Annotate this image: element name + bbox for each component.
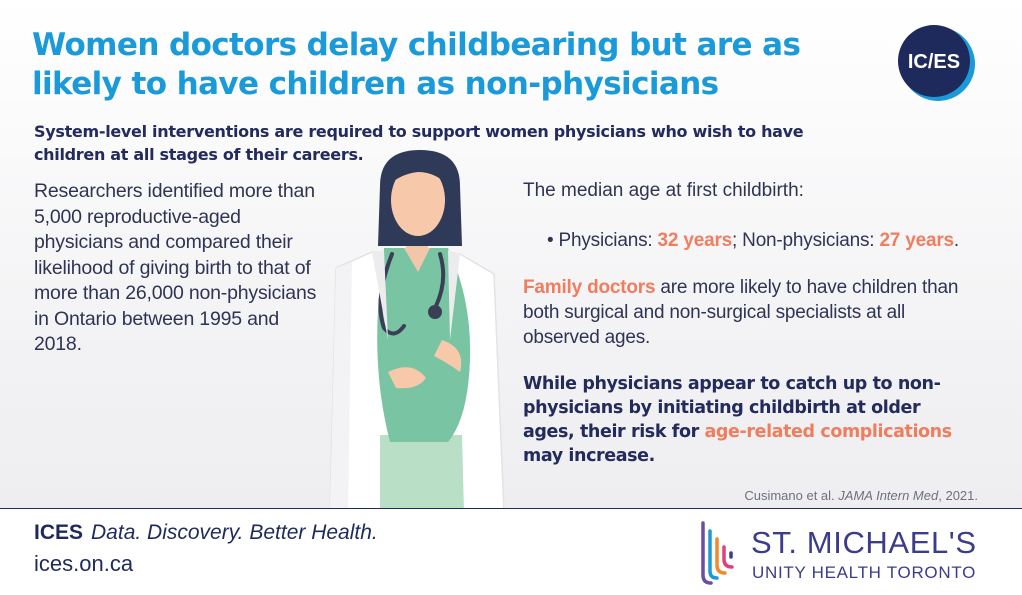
citation-journal: JAMA Intern Med bbox=[838, 488, 939, 503]
footer-brand: ICES Data. Discovery. Better Health. bbox=[34, 521, 378, 545]
physicians-median-age: 32 years bbox=[657, 230, 733, 251]
study-description: Researchers identified more than 5,000 r… bbox=[34, 180, 317, 355]
conclusion: While physicians appear to catch up to n… bbox=[523, 372, 973, 468]
doctor-illustration bbox=[329, 150, 505, 512]
conclusion-part1: While physicians appear to catch up to n… bbox=[523, 374, 941, 442]
ices-website-link[interactable]: ices.on.ca bbox=[34, 551, 134, 576]
median-age-label: The median age at first childbirth: bbox=[523, 180, 804, 201]
non-physicians-median-age: 27 years bbox=[879, 230, 954, 251]
ices-logo-icon: IC/ES bbox=[898, 25, 975, 101]
footer: ICES Data. Discovery. Better Health. ices… bbox=[0, 508, 1022, 595]
citation-year: , 2021. bbox=[938, 488, 978, 503]
physicians-label: Physicians: bbox=[558, 230, 658, 251]
age-related-complications-highlight: age-related complications bbox=[704, 422, 953, 442]
family-doctors-highlight: Family doctors bbox=[523, 277, 656, 298]
family-doctors-text: are more likely to have children than bo… bbox=[523, 277, 959, 348]
page-title: Women doctors delay childbearing but are… bbox=[32, 27, 801, 102]
bullet: • bbox=[547, 230, 554, 251]
ices-wordmark: ICES bbox=[34, 521, 84, 544]
median-age-values: • Physicians: 32 years; Non-physicians: … bbox=[547, 230, 959, 252]
st-michaels-logo-icon bbox=[701, 521, 734, 585]
non-physicians-label: ; Non-physicians: bbox=[732, 230, 880, 251]
partner-name: ST. MICHAEL'S bbox=[751, 525, 977, 560]
period: . bbox=[953, 230, 960, 251]
ices-logo-text: IC/ES bbox=[908, 51, 960, 73]
conclusion-part2: may increase. bbox=[523, 446, 655, 466]
family-doctors-finding: Family doctors are more likely to have c… bbox=[523, 275, 973, 350]
subtitle: System-level interventions are required … bbox=[34, 122, 804, 164]
citation: Cusimano et al. JAMA Intern Med, 2021. bbox=[744, 488, 978, 503]
citation-authors: Cusimano et al. bbox=[744, 488, 839, 503]
ices-tagline: Data. Discovery. Better Health. bbox=[91, 521, 378, 544]
partner-subtitle: UNITY HEALTH TORONTO bbox=[752, 563, 977, 582]
